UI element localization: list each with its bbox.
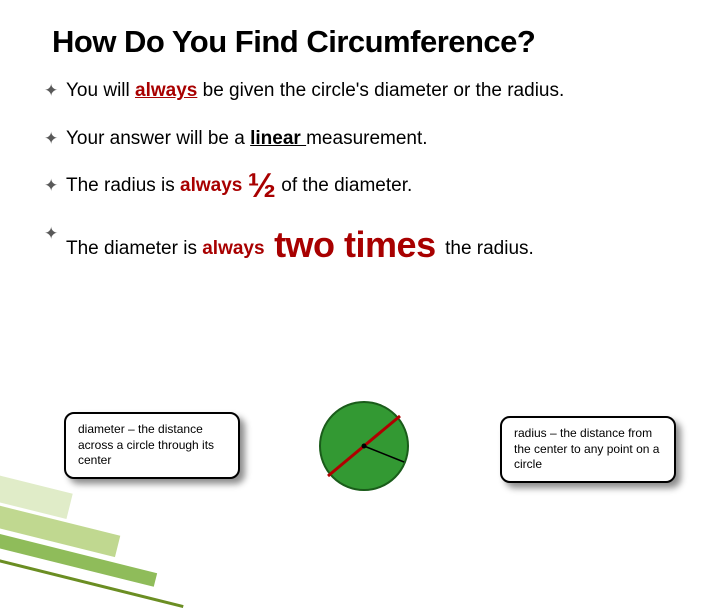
definition-radius: radius – the distance from the center to… [500,416,676,483]
bottom-region: diameter – the distance across a circle … [0,398,720,528]
bullet-item: ✦ Your answer will be a linear measureme… [44,126,670,152]
text-span: Your answer will be a [66,128,250,149]
bullet-list: ✦ You will always be given the circle's … [0,78,720,270]
text-span: the radius. [445,238,534,259]
circle-diagram [316,398,412,494]
text-span: be given the circle's diameter or the ra… [197,80,564,101]
emphasis-always: always [202,238,264,259]
bullet-marker: ✦ [44,126,66,151]
bullet-item: ✦ The radius is always ½ of the diameter… [44,173,670,199]
bullet-item: ✦ You will always be given the circle's … [44,78,670,104]
bullet-text: The diameter is always two times the rad… [66,221,670,270]
bullet-marker: ✦ [44,173,66,198]
emphasis-two-times: two times [265,224,446,265]
fraction-half: ½ [248,167,276,205]
bullet-item: ✦ The diameter is always two times the r… [44,221,670,270]
text-span: measurement. [306,128,427,149]
bullet-text: Your answer will be a linear measurement… [66,126,670,152]
definition-diameter: diameter – the distance across a circle … [64,412,240,479]
emphasis-linear: linear [250,128,306,149]
page-title: How Do You Find Circumference? [0,0,720,78]
emphasis-always: always [180,175,242,196]
bullet-text: The radius is always ½ of the diameter. [66,173,670,199]
bullet-marker: ✦ [44,78,66,103]
bullet-marker: ✦ [44,221,66,246]
text-span: of the diameter. [276,175,412,196]
emphasis-always: always [135,80,197,101]
text-span: The radius is [66,175,180,196]
text-span: You will [66,80,135,101]
bullet-text: You will always be given the circle's di… [66,78,670,104]
text-span: The diameter is [66,238,202,259]
